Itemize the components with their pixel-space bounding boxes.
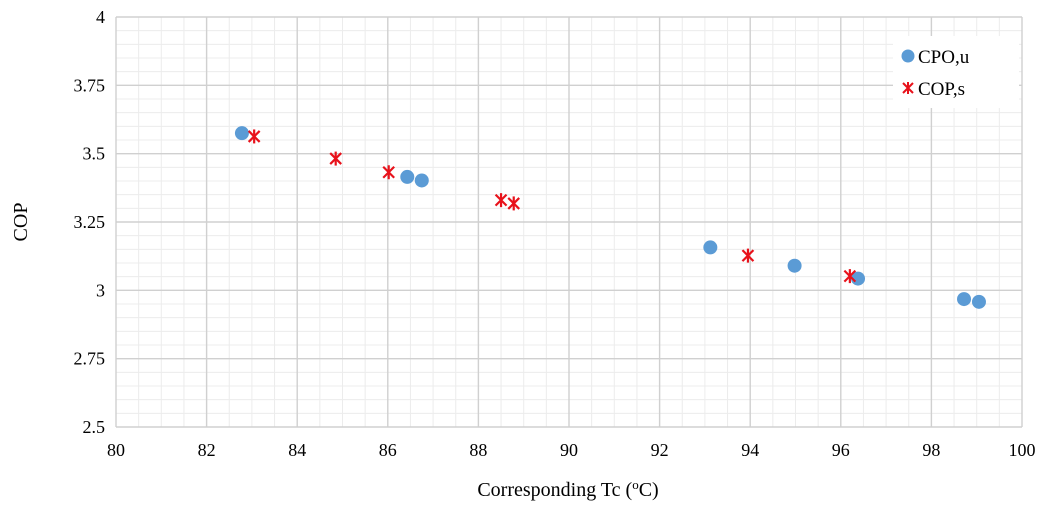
data-point-cpo-u xyxy=(234,126,249,141)
major-gridlines xyxy=(115,16,1023,428)
x-axis-tick-labels: 80 82 84 86 88 90 92 94 96 98 100 xyxy=(107,440,1036,460)
y-tick-label: 3.5 xyxy=(83,144,106,164)
y-tick-label: 2.75 xyxy=(74,349,106,369)
x-tick-label: 82 xyxy=(198,440,216,460)
x-tick-label: 92 xyxy=(651,440,669,460)
legend-label-cpo-u: CPO,u xyxy=(918,47,970,68)
x-axis-title-suffix: C) xyxy=(639,479,659,501)
x-axis-title-superscript: o xyxy=(632,477,639,492)
legend-marker-cop-s xyxy=(902,82,914,94)
x-tick-label: 80 xyxy=(107,440,125,460)
y-tick-label: 4 xyxy=(96,7,105,27)
x-tick-label: 90 xyxy=(560,440,578,460)
data-point-cpo-u xyxy=(957,292,972,307)
data-point-cop-s xyxy=(247,129,261,144)
data-point-cop-s xyxy=(329,151,342,166)
x-tick-label: 84 xyxy=(288,440,306,460)
legend-marker-cpo-u xyxy=(901,49,915,63)
data-point-cop-s xyxy=(741,248,755,263)
data-point-cop-s xyxy=(843,269,857,284)
data-point-cpo-u xyxy=(971,294,986,309)
data-points xyxy=(234,126,986,309)
x-tick-label: 100 xyxy=(1009,440,1036,460)
x-axis-title: Corresponding Tc (oC) xyxy=(477,477,658,501)
y-tick-label: 3 xyxy=(96,280,105,300)
y-tick-label: 3.25 xyxy=(74,212,106,232)
y-tick-label: 2.5 xyxy=(83,417,106,437)
data-point-cpo-u xyxy=(414,173,429,188)
data-point-cop-s xyxy=(507,196,521,211)
y-tick-label: 3.75 xyxy=(74,75,106,95)
x-tick-label: 86 xyxy=(379,440,397,460)
y-axis-tick-labels: 2.5 2.75 3 3.25 3.5 3.75 4 xyxy=(74,7,106,437)
data-point-cop-s xyxy=(494,193,508,208)
x-tick-label: 96 xyxy=(832,440,850,460)
data-point-cpo-u xyxy=(703,240,718,255)
y-axis-title: COP xyxy=(10,203,32,242)
x-tick-label: 88 xyxy=(469,440,487,460)
x-axis-title-main: Corresponding Tc ( xyxy=(477,479,632,501)
legend-box xyxy=(893,36,1019,108)
legend-label-cop-s: COP,s xyxy=(918,79,965,100)
data-point-cpo-u xyxy=(400,169,415,184)
x-tick-label: 98 xyxy=(922,440,940,460)
data-point-cop-s xyxy=(382,165,395,180)
x-tick-label: 94 xyxy=(741,440,759,460)
legend: CPO,u COP,s xyxy=(893,36,1019,108)
data-point-cpo-u xyxy=(787,258,802,273)
